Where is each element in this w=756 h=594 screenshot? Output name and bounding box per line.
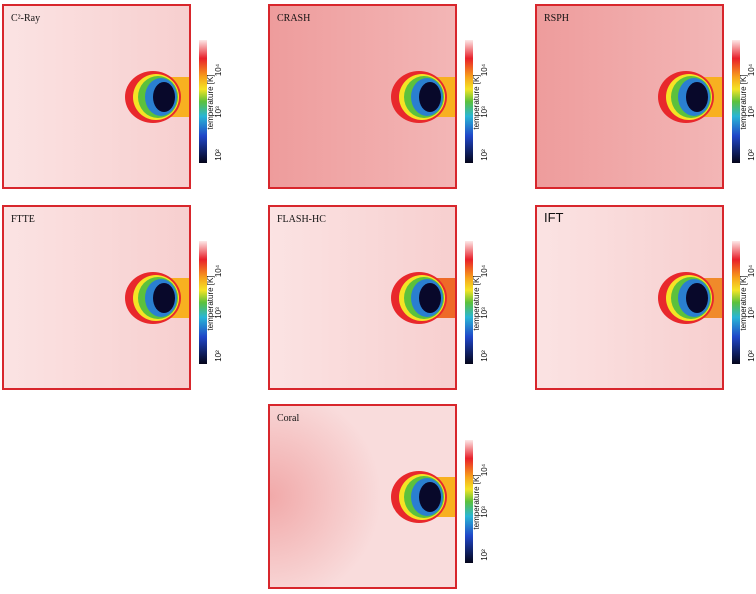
- panel-title: CRASH: [277, 13, 310, 24]
- colorbar-label: temperature [K]: [739, 275, 748, 330]
- colorbar-tick-label: 10³: [214, 106, 223, 118]
- colorbar-label: temperature [K]: [739, 74, 748, 129]
- colorbar-tick-label: 10³: [747, 307, 756, 319]
- colorbar-tick-label: 10²: [480, 350, 489, 362]
- panel: CRASH temperature [K]10⁴ 10³ 10²: [268, 4, 489, 189]
- colorbar-tick-label: 10²: [747, 350, 756, 362]
- colorbar-tick-label: 10²: [214, 149, 223, 161]
- colorbar-label: temperature [K]: [472, 74, 481, 129]
- colorbar-tick-label: 10⁴: [214, 264, 223, 277]
- colorbar-tick-label: 10⁴: [480, 463, 489, 476]
- core: [153, 82, 175, 112]
- colorbar-tick-label: 10³: [480, 106, 489, 118]
- panel: IFT temperature [K]10⁴ 10³ 10²: [535, 205, 756, 390]
- colorbar-label: temperature [K]: [206, 74, 215, 129]
- colorbar: [199, 241, 207, 364]
- colorbar-tick-label: 10⁴: [480, 63, 489, 76]
- colorbar-tick-label: 10³: [480, 506, 489, 518]
- colorbar-tick-label: 10³: [214, 307, 223, 319]
- panel: FTTE temperature [K]10⁴ 10³ 10²: [2, 205, 223, 390]
- colorbar: [465, 440, 473, 563]
- panel-title: RSPH: [544, 13, 569, 24]
- colorbar-tick-label: 10³: [480, 307, 489, 319]
- panel-title: FLASH-HC: [277, 214, 326, 225]
- panel-title: FTTE: [11, 214, 35, 225]
- panel: RSPH temperature [K]10⁴ 10³ 10²: [535, 4, 756, 189]
- colorbar: [732, 241, 740, 364]
- panel: C²-Ray temperature [K]10⁴ 10³ 10²: [2, 4, 223, 189]
- core: [419, 283, 441, 313]
- panel: FLASH-HC temperature [K]10⁴ 10³ 10²: [268, 205, 489, 390]
- colorbar-tick-label: 10²: [214, 350, 223, 362]
- colorbar: [465, 241, 473, 364]
- colorbar-tick-label: 10²: [480, 549, 489, 561]
- colorbar-tick-label: 10⁴: [747, 264, 756, 277]
- panel: Coral temperature [K]10⁴ 10³ 10²: [268, 404, 489, 589]
- colorbar: [199, 40, 207, 163]
- colorbar-tick-label: 10³: [747, 106, 756, 118]
- colorbar-tick-label: 10⁴: [214, 63, 223, 76]
- core: [419, 482, 441, 512]
- panel-title: C²-Ray: [11, 13, 40, 24]
- colorbar: [732, 40, 740, 163]
- colorbar-label: temperature [K]: [472, 275, 481, 330]
- panel-title: IFT: [544, 210, 564, 225]
- colorbar: [465, 40, 473, 163]
- panel-title: Coral: [277, 413, 299, 424]
- colorbar-label: temperature [K]: [206, 275, 215, 330]
- colorbar-label: temperature [K]: [472, 474, 481, 529]
- core: [686, 82, 708, 112]
- colorbar-tick-label: 10⁴: [747, 63, 756, 76]
- core: [419, 82, 441, 112]
- core: [686, 283, 708, 313]
- colorbar-tick-label: 10⁴: [480, 264, 489, 277]
- colorbar-tick-label: 10²: [747, 149, 756, 161]
- core: [153, 283, 175, 313]
- colorbar-tick-label: 10²: [480, 149, 489, 161]
